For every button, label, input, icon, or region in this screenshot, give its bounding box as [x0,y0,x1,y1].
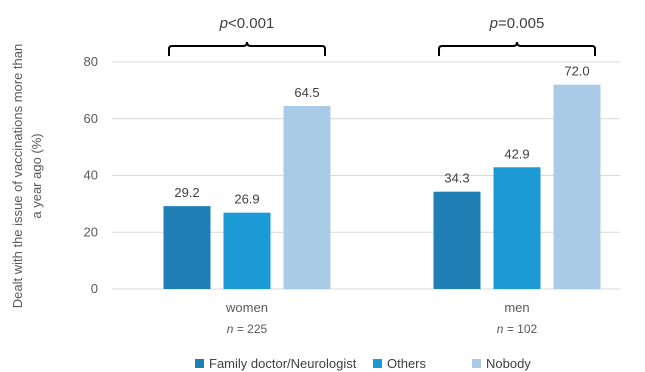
bar-others-women [223,212,271,289]
data-label: 64.5 [294,85,319,100]
y-tick-label: 0 [91,281,98,296]
y-tick-label: 40 [84,168,98,183]
category-label-women: women [225,300,268,315]
significance-bracket [438,41,596,56]
data-labels: 29.2 26.9 64.5 34.3 42.9 72.0 [174,64,589,207]
y-tick-label: 20 [84,224,98,239]
significance-brackets: p<0.001 p=0.005 [168,15,596,56]
legend: Family doctor/Neurologist Others Nobody [195,356,531,371]
sample-size-label: n = 225 [227,322,268,336]
bar-family-doctor-neurologist-men [433,191,481,289]
legend-label: Family doctor/Neurologist [209,356,357,371]
bar-nobody-men [553,84,601,289]
x-axis-categories: women n = 225 men n = 102 [225,300,537,336]
p-value-label: p<0.001 [219,15,275,32]
data-label: 72.0 [564,64,589,79]
y-axis-ticks: 0 20 40 60 80 [84,54,98,296]
data-label: 42.9 [504,146,529,161]
legend-label: Nobody [486,356,531,371]
legend-swatch [472,359,481,368]
bar-others-men [493,167,541,289]
data-label: 29.2 [174,185,199,200]
p-value-label: p=0.005 [489,15,545,32]
legend-swatch [195,359,204,368]
legend-label: Others [387,356,427,371]
bars [163,84,601,289]
y-axis-label: Dealt with the issue of vaccinations mor… [10,44,44,308]
sample-size-label: n = 102 [497,322,538,336]
y-tick-label: 60 [84,111,98,126]
y-tick-label: 80 [84,54,98,69]
legend-swatch [373,359,382,368]
bar-family-doctor-neurologist-women [163,206,211,289]
category-label-men: men [504,300,529,315]
data-label: 26.9 [234,192,259,207]
data-label: 34.3 [444,171,469,186]
bar-nobody-women [283,105,331,289]
significance-bracket [168,41,326,56]
